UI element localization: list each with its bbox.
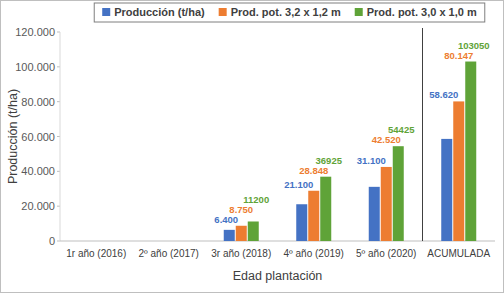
data-label: 6.400 [214,214,238,225]
legend-label: Prod. pot. 3,2 x 1,2 m [231,6,341,18]
y-axis-line [60,32,61,241]
bar [369,187,380,241]
x-tick-label: ACUMULADA [427,248,490,259]
bar [308,191,319,241]
page-border [1,1,504,293]
bars [224,62,477,241]
x-tick-label: 4º año (2019) [284,248,344,259]
x-tick-label: 2º año (2017) [139,248,199,259]
legend-label: Prod. pot. 3,0 x 1,0 m [367,6,477,18]
y-axis-title: Producción (t/ha) [6,89,20,184]
y-tick-label: 0 [49,235,55,247]
bar [381,167,392,241]
data-label: 58.620 [429,89,458,100]
y-tick-label: 120.000 [15,26,55,38]
data-label: 103050 [458,40,490,51]
x-axis-title: Edad plantación [233,269,323,283]
x-tick-label: 5º año (2020) [356,248,416,259]
x-tick-label: 1r año (2016) [66,248,126,259]
y-tick-label: 20.000 [21,200,55,212]
bar [453,101,464,241]
data-labels: 6.4008.75011200 21.100 28.84836925 31.100 42… [214,40,489,225]
bar [465,62,476,241]
separator [422,28,423,241]
data-label: 8.750 [229,204,253,215]
bar [248,221,259,241]
bar [296,204,307,241]
bar [236,226,247,241]
legend-swatch [219,8,227,16]
legend-swatch [102,8,110,16]
legend-label: Producción (t/ha) [114,6,205,18]
legend: Producción (t/ha) Prod. pot. 3,2 x 1,2 m P… [102,6,477,18]
y-tick-label: 40.000 [21,165,55,177]
data-label: 54425 [388,124,415,135]
bar [393,146,404,241]
chart: 0 20.000 40.000 60.000 80.000 100.000 120.000 1… [0,0,504,293]
x-tick-label: 3r año (2018) [211,248,271,259]
bar [224,230,235,241]
legend-swatch [355,8,363,16]
data-label: 36925 [316,155,343,166]
data-label: 42.520 [372,134,401,145]
data-label: 11200 [243,194,269,205]
y-tick-label: 100.000 [15,61,55,73]
y-tick-label: 60.000 [21,131,55,143]
bar [441,139,452,241]
x-axis-line [60,241,495,242]
bar [320,177,331,241]
data-label: 21.100 [284,179,313,190]
data-label: 31.100 [357,155,386,166]
data-label: 80.147 [444,50,473,61]
legend-box [94,3,485,22]
y-tick-label: 80.000 [21,96,55,108]
data-label: 28.848 [299,165,328,176]
